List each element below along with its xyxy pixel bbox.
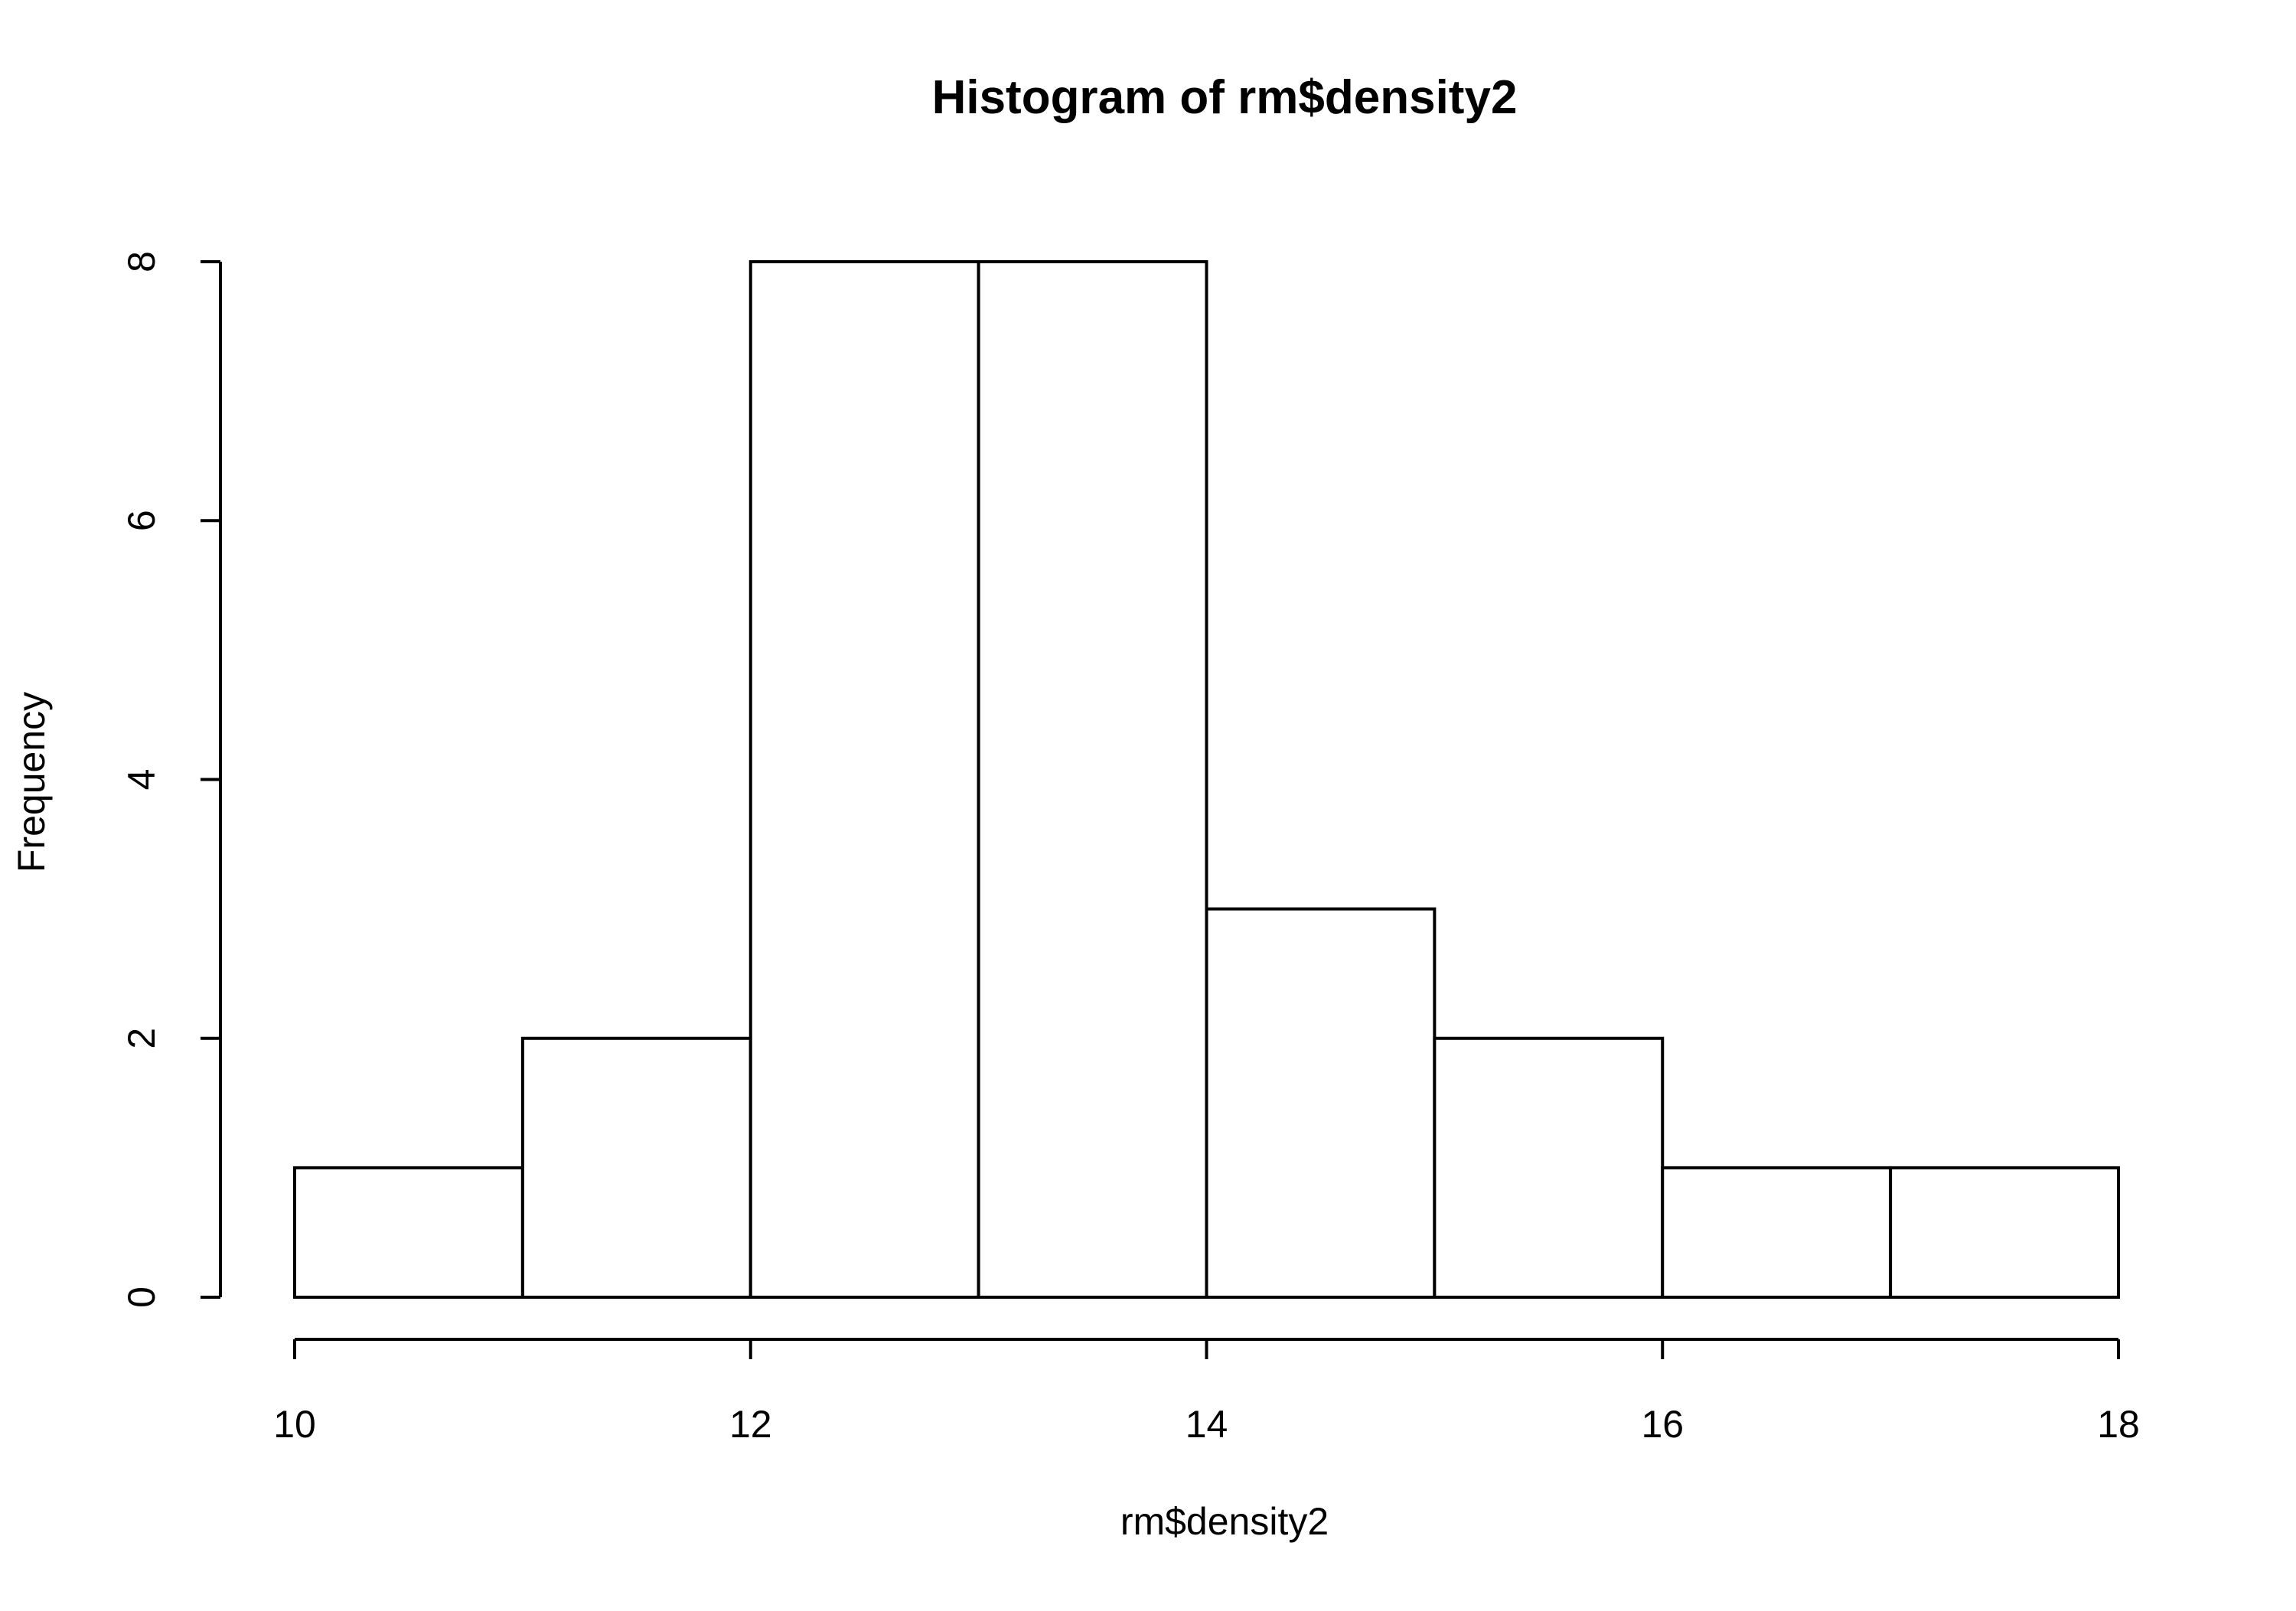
histogram-bar-6 [1661,1166,1893,1299]
histogram-bar-4 [1205,907,1437,1299]
y-tick-label-4: 8 [120,251,163,272]
x-axis: 10 12 14 16 18 [273,1338,2140,1446]
y-tick-label-2: 4 [120,769,163,791]
histogram-bar-7 [1889,1166,2120,1299]
x-tick-label-4: 18 [2097,1403,2140,1446]
y-tick-label-1: 2 [120,1028,163,1049]
chart-title: Histogram of rm$density2 [932,71,1518,124]
x-tick-label-0: 10 [273,1403,316,1446]
y-tick-label-3: 6 [120,510,163,531]
x-tick-label-1: 12 [729,1403,772,1446]
histogram-bar-5 [1433,1036,1665,1299]
x-axis-label: rm$density2 [1120,1500,1329,1543]
y-tick-label-0: 0 [120,1287,163,1308]
bars-group [293,260,2120,1299]
y-axis: 0 2 4 6 8 [120,251,222,1308]
histogram-bar-0 [293,1166,524,1299]
histogram-bar-1 [520,1036,752,1299]
histogram-bar-2 [748,260,980,1299]
y-axis-label: Frequency [10,692,53,872]
x-tick-label-3: 16 [1641,1403,1684,1446]
histogram-bar-3 [977,260,1208,1299]
x-tick-label-2: 14 [1186,1403,1228,1446]
